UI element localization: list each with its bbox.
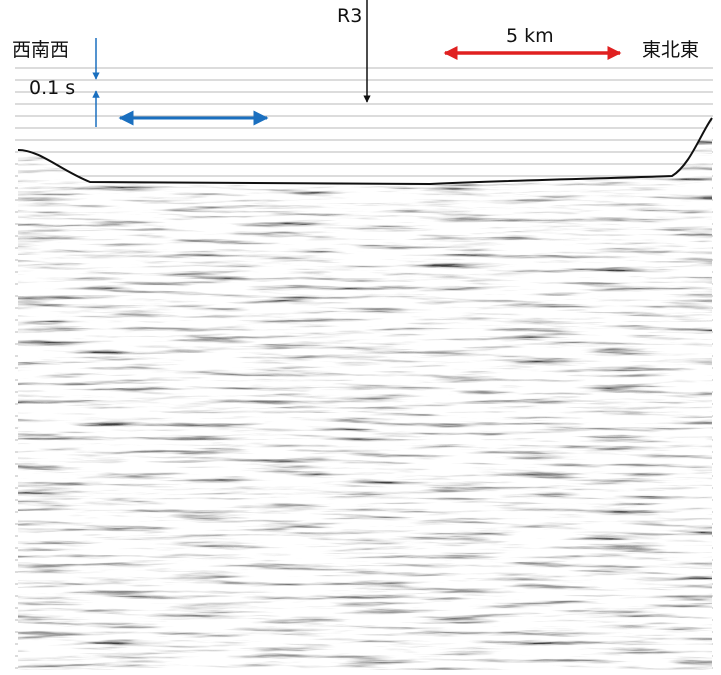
distance-scale-label: 5 km <box>506 25 554 47</box>
page: {"labels": {"west": "西南西", "east": "東北東"… <box>0 0 721 675</box>
time-scale-label: 0.1 s <box>29 77 75 99</box>
line-label: R3 <box>337 5 362 27</box>
west-label: 西南西 <box>12 39 69 61</box>
seismic-figure: 西南西 東北東 R3 5 km 0.1 s <box>0 0 721 675</box>
reflection-fade <box>15 110 715 675</box>
east-label: 東北東 <box>642 39 699 61</box>
seismic-section <box>15 110 715 675</box>
